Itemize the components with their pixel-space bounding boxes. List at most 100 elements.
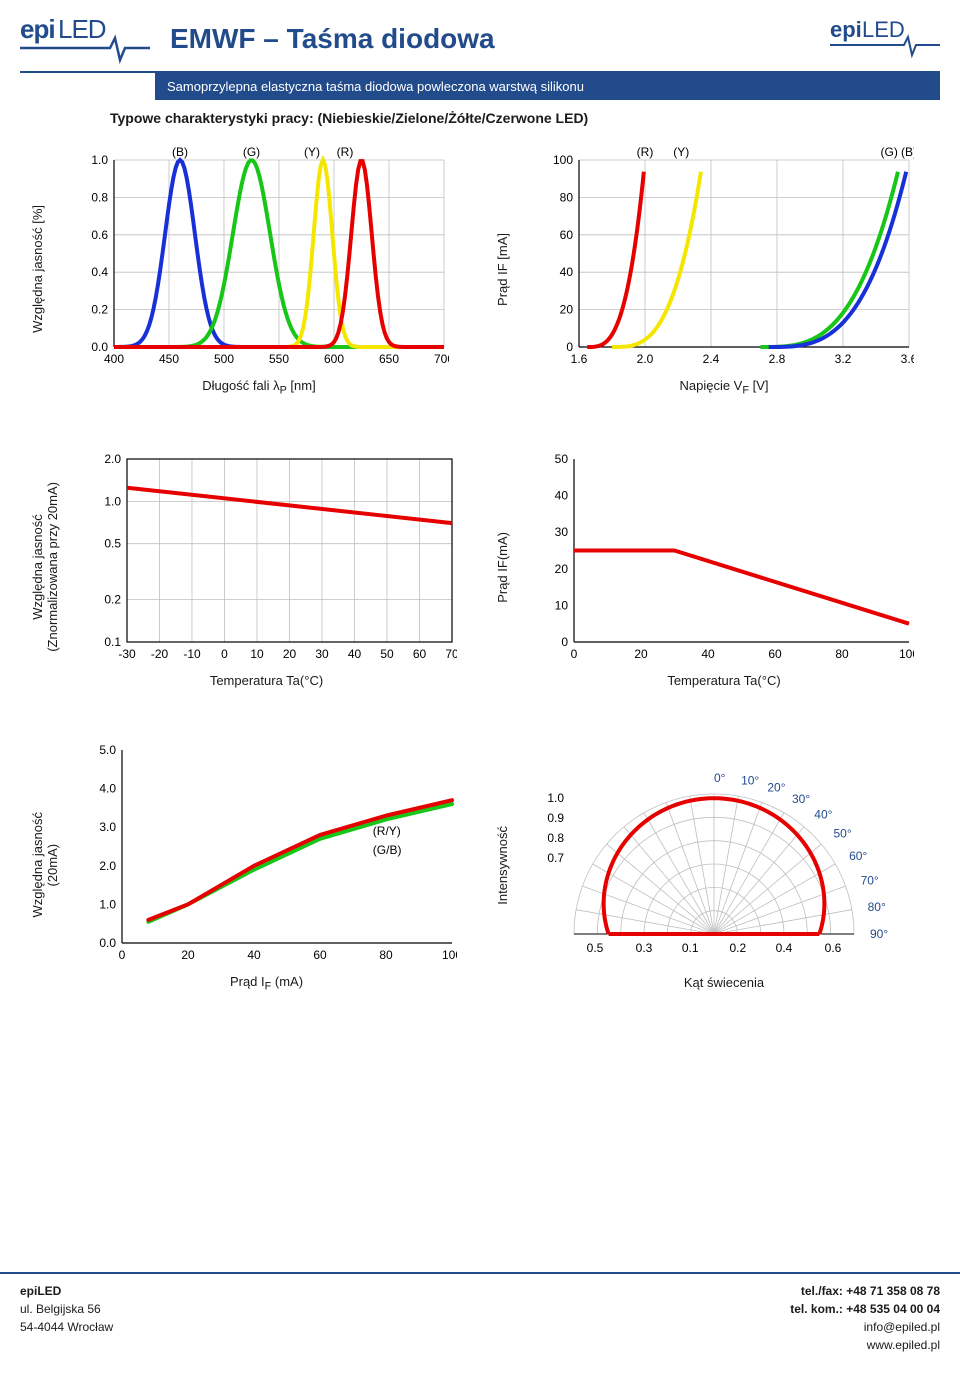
svg-text:epi: epi xyxy=(830,17,862,42)
svg-text:2.0: 2.0 xyxy=(104,452,121,466)
chart-iv: Prąd IF [mA] 1.62.02.42.83.23.6020406080… xyxy=(495,142,930,397)
svg-text:10: 10 xyxy=(555,598,569,612)
svg-text:0.1: 0.1 xyxy=(682,941,699,955)
svg-text:2.0: 2.0 xyxy=(99,858,116,872)
svg-text:(Y): (Y) xyxy=(673,145,689,159)
footer-addr1: ul. Belgijska 56 xyxy=(20,1302,101,1316)
svg-text:0.0: 0.0 xyxy=(99,936,116,950)
svg-text:10: 10 xyxy=(250,647,264,661)
svg-text:2.8: 2.8 xyxy=(769,352,786,366)
svg-text:50: 50 xyxy=(555,452,569,466)
svg-text:0.7: 0.7 xyxy=(547,851,564,865)
svg-text:(B): (B) xyxy=(172,145,188,159)
footer-left: epiLED ul. Belgijska 56 54-4044 Wrocław xyxy=(20,1282,113,1354)
svg-text:0: 0 xyxy=(561,635,568,649)
svg-text:0.5: 0.5 xyxy=(587,941,604,955)
svg-text:500: 500 xyxy=(214,352,234,366)
svg-text:450: 450 xyxy=(159,352,179,366)
svg-text:0: 0 xyxy=(221,647,228,661)
svg-text:60: 60 xyxy=(412,647,426,661)
svg-text:30: 30 xyxy=(555,525,569,539)
footer: epiLED ul. Belgijska 56 54-4044 Wrocław … xyxy=(0,1272,960,1384)
svg-text:0.3: 0.3 xyxy=(636,941,653,955)
svg-text:0.5: 0.5 xyxy=(104,536,121,550)
footer-www: www.epiled.pl xyxy=(867,1338,940,1352)
svg-text:40: 40 xyxy=(701,647,715,661)
chart-if-bright-ylabel: Względna jasność(20mA) xyxy=(30,812,60,918)
svg-text:0.4: 0.4 xyxy=(91,265,108,279)
chart-derating: Prąd IF(mA) 02040608010001020304050 Temp… xyxy=(495,447,930,688)
svg-text:1.0: 1.0 xyxy=(99,897,116,911)
svg-text:(Y): (Y) xyxy=(304,145,320,159)
page-title: EMWF – Taśma diodowa xyxy=(170,23,810,59)
subtitle-bar: Samoprzylepna elastyczna taśma diodowa p… xyxy=(155,73,940,100)
logo-left: epi LED xyxy=(20,10,150,71)
svg-text:650: 650 xyxy=(379,352,399,366)
svg-text:400: 400 xyxy=(104,352,124,366)
svg-text:0.9: 0.9 xyxy=(547,811,564,825)
svg-text:50°: 50° xyxy=(834,827,852,841)
svg-text:0.0: 0.0 xyxy=(91,340,108,354)
svg-text:80: 80 xyxy=(560,190,574,204)
chart-spectrum-ylabel: Względna jasność [%] xyxy=(30,205,45,333)
svg-text:2.0: 2.0 xyxy=(637,352,654,366)
chart-if-bright-xlabel: Prąd IF (mA) xyxy=(230,968,303,993)
svg-text:0.8: 0.8 xyxy=(91,190,108,204)
svg-text:5.0: 5.0 xyxy=(99,743,116,757)
chart-if-bright-svg: 0204060801000.01.02.03.04.05.0(R/Y)(G/B) xyxy=(77,738,457,968)
svg-text:30°: 30° xyxy=(792,792,810,806)
svg-text:40: 40 xyxy=(247,948,261,962)
svg-text:0.8: 0.8 xyxy=(547,831,564,845)
svg-text:3.0: 3.0 xyxy=(99,820,116,834)
chart-spectrum-svg: 4004505005506006507000.00.20.40.60.81.0(… xyxy=(69,142,449,372)
svg-text:80°: 80° xyxy=(868,900,886,914)
svg-text:3.2: 3.2 xyxy=(835,352,852,366)
svg-text:700: 700 xyxy=(434,352,449,366)
svg-text:-20: -20 xyxy=(150,647,168,661)
svg-text:20: 20 xyxy=(181,948,195,962)
chart-polar-ylabel: Intensywność xyxy=(495,826,510,905)
chart-iv-svg: 1.62.02.42.83.23.6020406080100(R)(Y)(G)(… xyxy=(534,142,914,372)
svg-text:60°: 60° xyxy=(849,849,867,863)
svg-text:0.1: 0.1 xyxy=(104,635,121,649)
chart-temp-rel-ylabel: Względna jasność(Znormalizowana przy 20m… xyxy=(30,482,60,652)
svg-text:50: 50 xyxy=(380,647,394,661)
footer-kom: tel. kom.: +48 535 04 00 04 xyxy=(790,1302,940,1316)
svg-text:1.0: 1.0 xyxy=(547,791,564,805)
chart-temp-rel: Względna jasność(Znormalizowana przy 20m… xyxy=(30,447,465,688)
svg-text:20: 20 xyxy=(634,647,648,661)
footer-addr2: 54-4044 Wrocław xyxy=(20,1320,113,1334)
svg-text:80: 80 xyxy=(835,647,849,661)
svg-text:10°: 10° xyxy=(741,774,759,788)
svg-text:70: 70 xyxy=(445,647,457,661)
svg-text:600: 600 xyxy=(324,352,344,366)
svg-text:40: 40 xyxy=(555,488,569,502)
chart-derating-xlabel: Temperatura Ta(°C) xyxy=(667,667,780,688)
svg-text:(R/Y): (R/Y) xyxy=(372,824,400,838)
svg-text:550: 550 xyxy=(269,352,289,366)
footer-email: info@epiled.pl xyxy=(864,1320,940,1334)
svg-text:0.6: 0.6 xyxy=(825,941,842,955)
svg-text:60: 60 xyxy=(560,228,574,242)
svg-text:0.6: 0.6 xyxy=(91,228,108,242)
svg-text:1.6: 1.6 xyxy=(571,352,588,366)
svg-text:(R): (R) xyxy=(637,145,654,159)
svg-text:0: 0 xyxy=(571,647,578,661)
svg-text:epi: epi xyxy=(20,14,55,44)
svg-text:20: 20 xyxy=(560,303,574,317)
charts-grid: Względna jasność [%] 4004505005506006507… xyxy=(0,142,960,1032)
svg-text:0.2: 0.2 xyxy=(729,941,746,955)
svg-text:4.0: 4.0 xyxy=(99,781,116,795)
svg-text:20: 20 xyxy=(282,647,296,661)
chart-derating-ylabel: Prąd IF(mA) xyxy=(495,532,510,603)
chart-polar: Intensywność 0°10°20°30°40°50°60°70°80°9… xyxy=(495,738,930,993)
svg-text:LED: LED xyxy=(58,14,106,44)
chart-temp-rel-svg: -30-20-100102030405060700.10.20.51.02.0 xyxy=(77,447,457,667)
svg-text:0: 0 xyxy=(566,340,573,354)
svg-text:0.4: 0.4 xyxy=(776,941,793,955)
chart-iv-xlabel: Napięcie VF [V] xyxy=(679,372,768,397)
footer-right: tel./fax: +48 71 358 08 78 tel. kom.: +4… xyxy=(790,1282,940,1354)
svg-text:60: 60 xyxy=(768,647,782,661)
svg-text:100: 100 xyxy=(899,647,914,661)
svg-text:1.0: 1.0 xyxy=(104,494,121,508)
